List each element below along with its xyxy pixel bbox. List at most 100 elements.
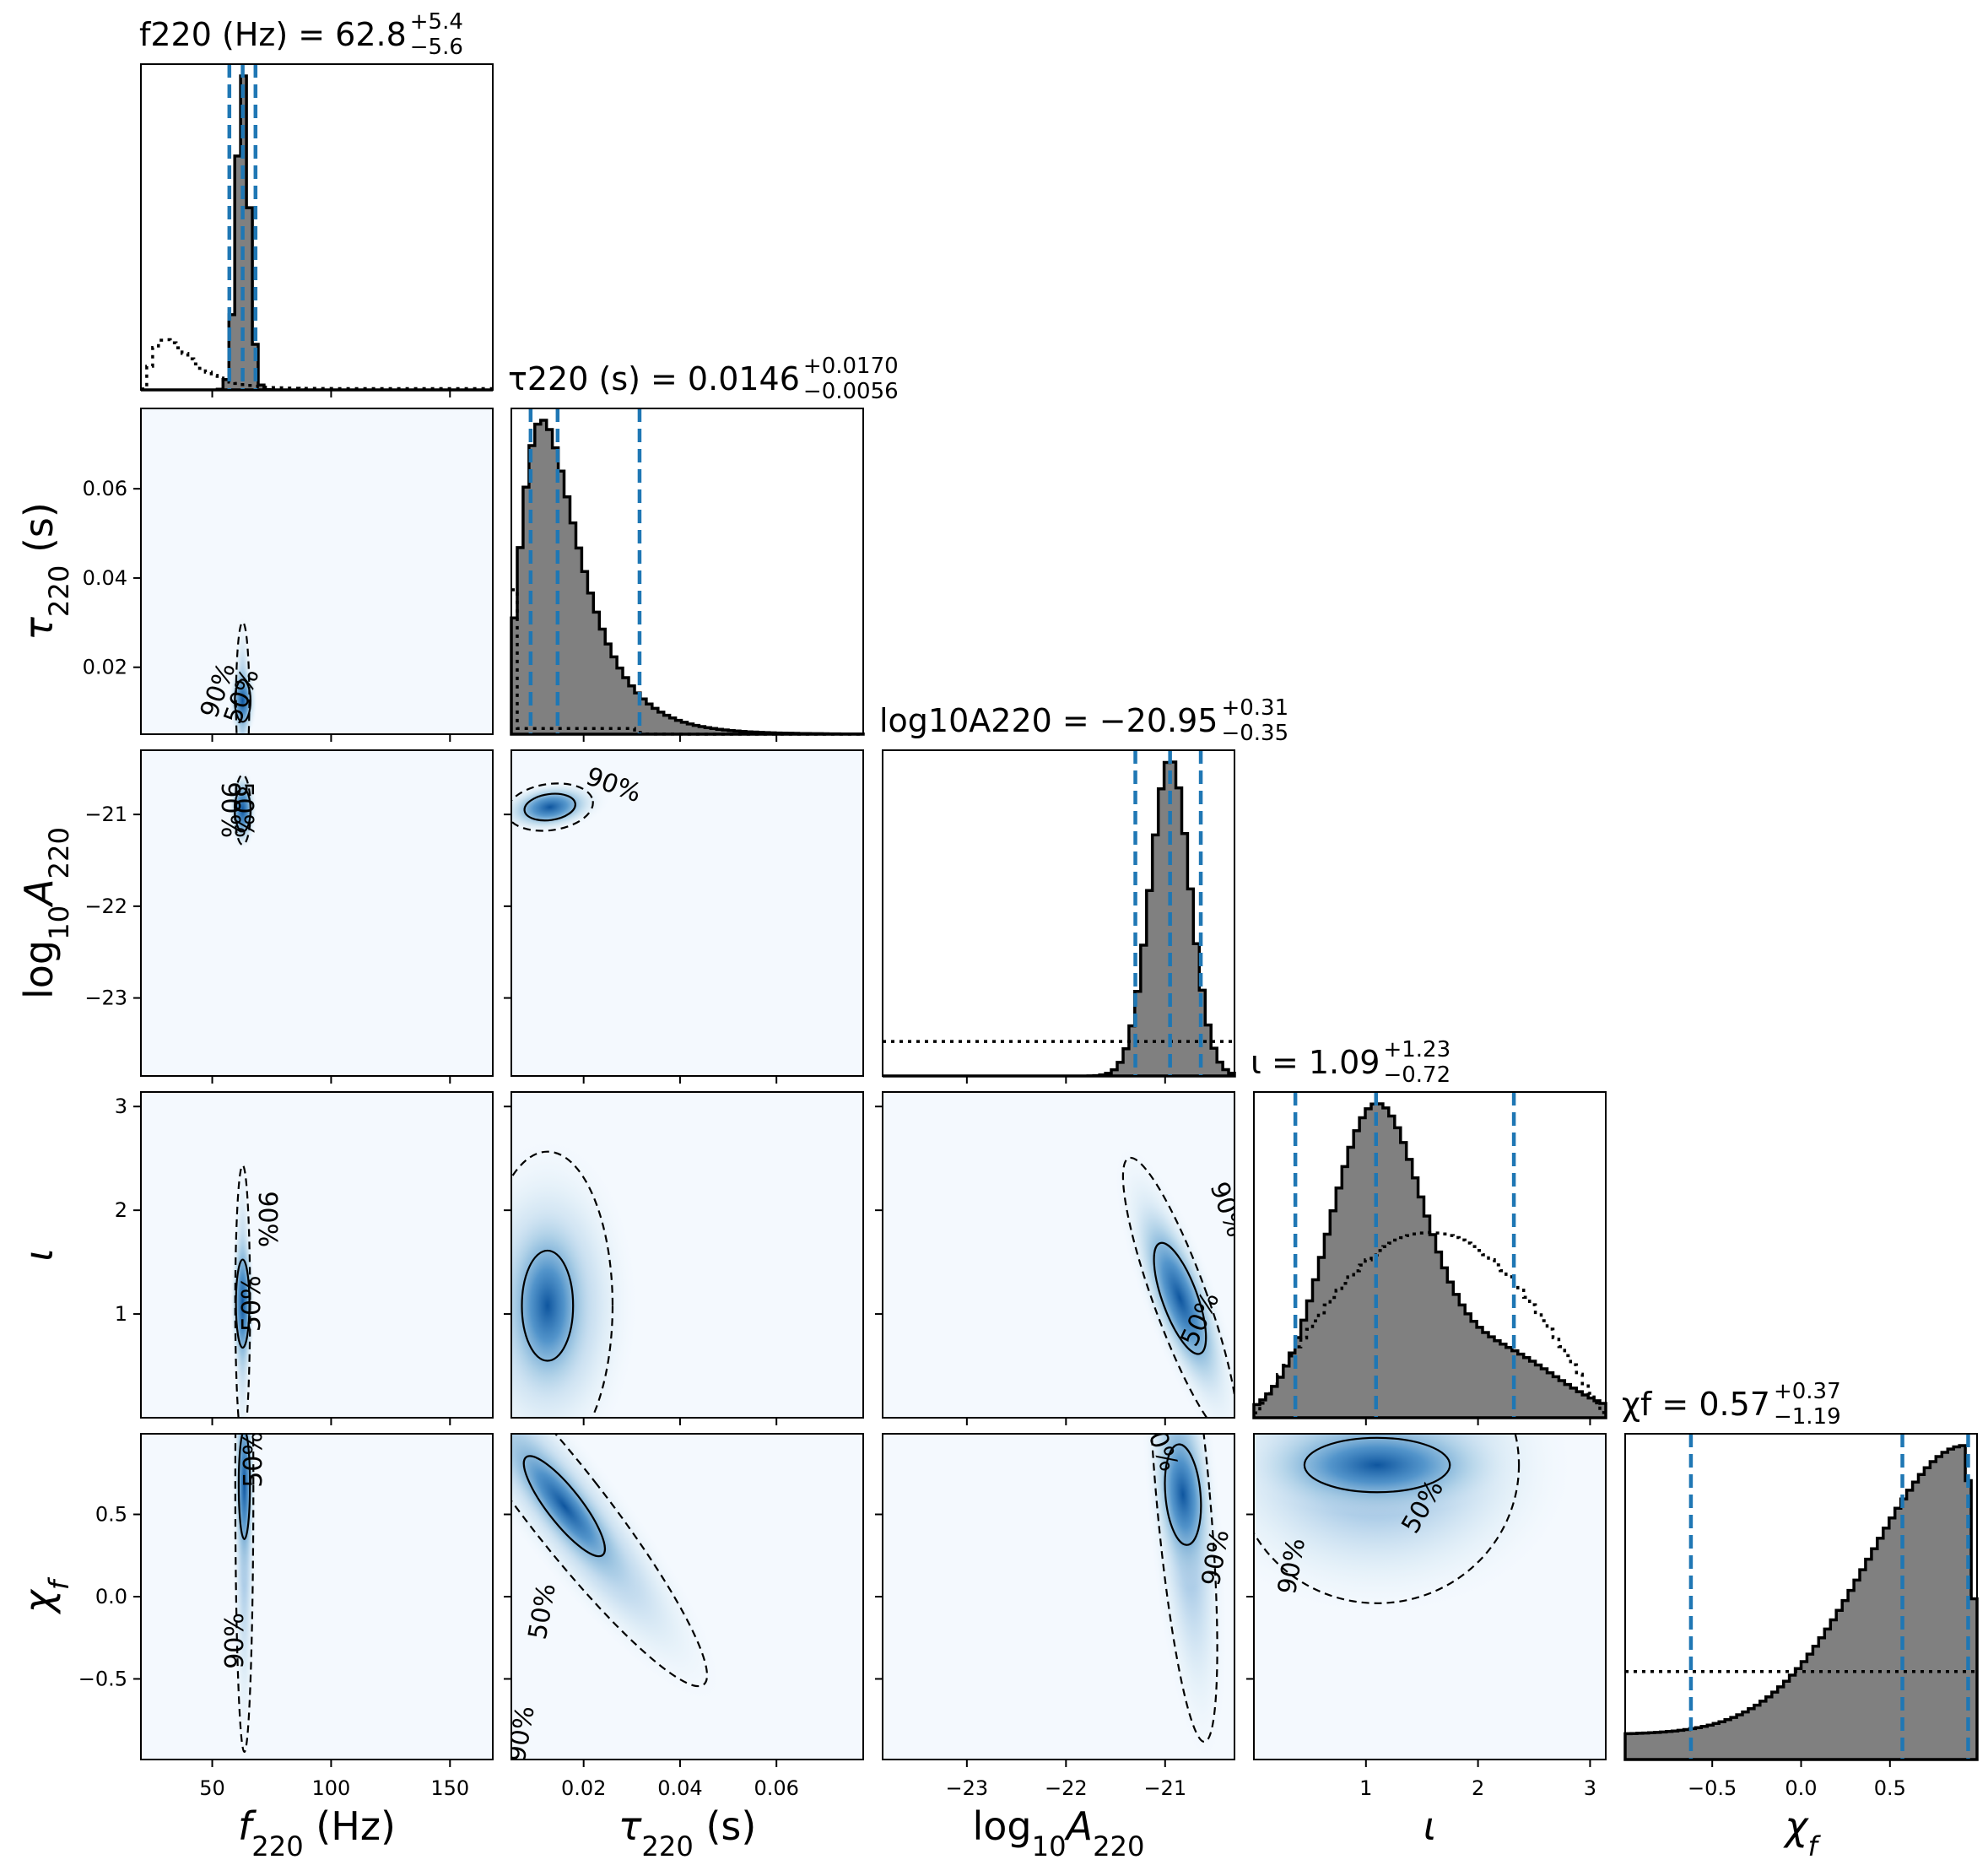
x-tick-label-iota-1: 2 bbox=[1472, 1776, 1484, 1800]
contour-50 bbox=[234, 678, 252, 723]
contour-50 bbox=[522, 1455, 606, 1558]
panel-frame-1-0 bbox=[140, 408, 494, 735]
contour-label-90-1: 90% bbox=[220, 1613, 250, 1669]
panel-frame-3-3 bbox=[1253, 1091, 1607, 1419]
title-iota: ι = 1.09 +1.23−0.72 bbox=[1251, 1037, 1450, 1088]
density-panel-chi_f-vs-tau220: 50%90% bbox=[511, 1434, 863, 1760]
posterior-histogram-f220 bbox=[141, 74, 493, 392]
contour-label-50-1: 50% bbox=[237, 1275, 267, 1332]
y-tick-label-chi_f-0: −0.5 bbox=[78, 1667, 127, 1690]
x-tick-label-logA220-1: −22 bbox=[1045, 1776, 1088, 1800]
density-panel-iota-vs-f220: 90% 50% bbox=[141, 1092, 493, 1418]
density-core bbox=[511, 781, 597, 832]
panel-frame-2-1 bbox=[511, 749, 864, 1077]
title-main-iota: ι = 1.09 bbox=[1251, 1044, 1380, 1081]
density-panel-chi_f-vs-iota: 90%50% bbox=[1254, 1434, 1606, 1760]
contour-label-90-0: 90% bbox=[215, 781, 245, 838]
density-panel-iota-vs-tau220: 90%50% bbox=[511, 1092, 863, 1418]
posterior-histogram-chi_f bbox=[1623, 1444, 1979, 1761]
title-main-chi_f: χf = 0.57 bbox=[1622, 1386, 1770, 1423]
contour-label-50-1: 50% bbox=[229, 781, 258, 838]
density-core bbox=[1149, 1434, 1217, 1589]
x-tick-label-f220-1: 100 bbox=[311, 1776, 350, 1800]
density-panel-tau220-vs-f220: 90%50% bbox=[141, 408, 493, 734]
contour-50 bbox=[1164, 1443, 1202, 1546]
y-tick-label-iota-0: 1 bbox=[115, 1302, 127, 1326]
contour-90 bbox=[511, 782, 594, 832]
contour-90 bbox=[234, 1434, 255, 1754]
title-tau220: τ220 (s) = 0.0146 +0.0170−0.0056 bbox=[508, 354, 899, 404]
x-axis-label-logA220: log10A220 bbox=[973, 1803, 1145, 1862]
y-tick-label-logA220-0: −23 bbox=[84, 987, 127, 1010]
y-tick-label-logA220-1: −22 bbox=[84, 895, 127, 918]
plot-root: 90%50%0.020.040.0690%50%−23−22−2190%90%5… bbox=[16, 9, 1979, 1862]
y-axis-label-logA220: log10A220 bbox=[16, 827, 75, 999]
contour-50 bbox=[521, 1249, 575, 1362]
contour-50 bbox=[235, 1258, 251, 1349]
y-tick-label-tau220-2: 0.06 bbox=[83, 477, 127, 500]
title-logA220: log10A220 = −20.95 +0.31−0.35 bbox=[879, 695, 1288, 746]
x-axis-label-iota: ι bbox=[1423, 1803, 1437, 1849]
title-minus-err-logA220: −0.35 bbox=[1221, 721, 1288, 746]
x-tick-label-f220-0: 50 bbox=[199, 1776, 225, 1800]
title-plus-err-tau220: +0.0170 bbox=[803, 354, 899, 379]
contour-90 bbox=[1121, 1156, 1234, 1418]
contour-label-90-0: 90% bbox=[252, 1191, 282, 1247]
panel-frame-3-0 bbox=[140, 1091, 494, 1419]
x-tick-label-tau220-1: 0.04 bbox=[657, 1776, 702, 1800]
density-panel-logA220-vs-f220: 90%50% bbox=[141, 750, 493, 1076]
contour-90 bbox=[511, 1434, 709, 1688]
title-plus-err-f220: +5.4 bbox=[410, 9, 463, 35]
posterior-histogram-iota bbox=[1252, 1102, 1607, 1419]
x-tick-label-tau220-2: 0.06 bbox=[754, 1776, 798, 1800]
x-tick-label-chi_f-2: 0.5 bbox=[1874, 1776, 1906, 1800]
contour-50 bbox=[237, 1434, 251, 1540]
title-plus-err-logA220: +0.31 bbox=[1221, 695, 1288, 721]
contour-90 bbox=[235, 621, 251, 734]
x-tick-label-logA220-0: −23 bbox=[946, 1776, 989, 1800]
density-panel-logA220-vs-tau220: 90% bbox=[511, 750, 863, 1076]
density-background bbox=[141, 1434, 493, 1760]
title-plus-err-iota: +1.23 bbox=[1383, 1037, 1450, 1062]
y-tick-label-tau220-0: 0.02 bbox=[83, 656, 127, 679]
density-background bbox=[141, 408, 493, 734]
y-tick-label-chi_f-2: 0.5 bbox=[95, 1503, 127, 1527]
x-axis-label-chi_f: χf bbox=[1782, 1803, 1821, 1862]
y-tick-label-tau220-1: 0.04 bbox=[83, 566, 127, 590]
x-tick-label-chi_f-0: −0.5 bbox=[1688, 1776, 1737, 1800]
density-panel-chi_f-vs-logA220: 50%90% bbox=[883, 1434, 1234, 1760]
title-main-f220: f220 (Hz) = 62.8 bbox=[139, 16, 407, 53]
panel-frame-0-0 bbox=[140, 63, 494, 391]
density-panel-iota-vs-logA220: 90%50% bbox=[883, 1092, 1234, 1418]
title-main-tau220: τ220 (s) = 0.0146 bbox=[508, 360, 800, 397]
y-axis-label-tau220: τ220 (s) bbox=[16, 502, 75, 641]
density-background bbox=[141, 1092, 493, 1418]
y-axis-label-chi_f: χf bbox=[16, 1576, 75, 1615]
y-tick-label-chi_f-1: 0.0 bbox=[95, 1585, 127, 1608]
y-axis-label-iota: ι bbox=[16, 1248, 62, 1262]
x-tick-label-iota-2: 3 bbox=[1584, 1776, 1596, 1800]
density-core bbox=[511, 1434, 640, 1600]
title-main-logA220: log10A220 = −20.95 bbox=[879, 702, 1218, 739]
prior-histogram-iota bbox=[1254, 1230, 1606, 1415]
y-tick-label-iota-2: 3 bbox=[115, 1095, 127, 1118]
contour-50 bbox=[1153, 1241, 1207, 1355]
contour-50 bbox=[523, 792, 576, 822]
y-tick-label-logA220-2: −21 bbox=[84, 803, 127, 826]
title-minus-err-chi_f: −1.19 bbox=[1774, 1404, 1841, 1430]
x-tick-label-iota-0: 1 bbox=[1359, 1776, 1372, 1800]
density-core bbox=[511, 1203, 596, 1408]
contour-50 bbox=[1303, 1436, 1451, 1494]
title-f220: f220 (Hz) = 62.8 +5.4−5.6 bbox=[139, 9, 463, 60]
x-axis-label-f220: f220 (Hz) bbox=[238, 1803, 396, 1862]
title-plus-err-chi_f: +0.37 bbox=[1774, 1379, 1841, 1404]
x-tick-label-tau220-0: 0.02 bbox=[561, 1776, 606, 1800]
panel-frame-3-2 bbox=[882, 1091, 1235, 1419]
density-background bbox=[141, 750, 493, 1076]
x-tick-label-f220-2: 150 bbox=[430, 1776, 469, 1800]
density-core bbox=[1254, 1434, 1513, 1516]
contour-90 bbox=[511, 1150, 614, 1418]
contour-label-50-0: 50% bbox=[239, 1431, 268, 1488]
panel-frame-1-1 bbox=[511, 408, 864, 735]
